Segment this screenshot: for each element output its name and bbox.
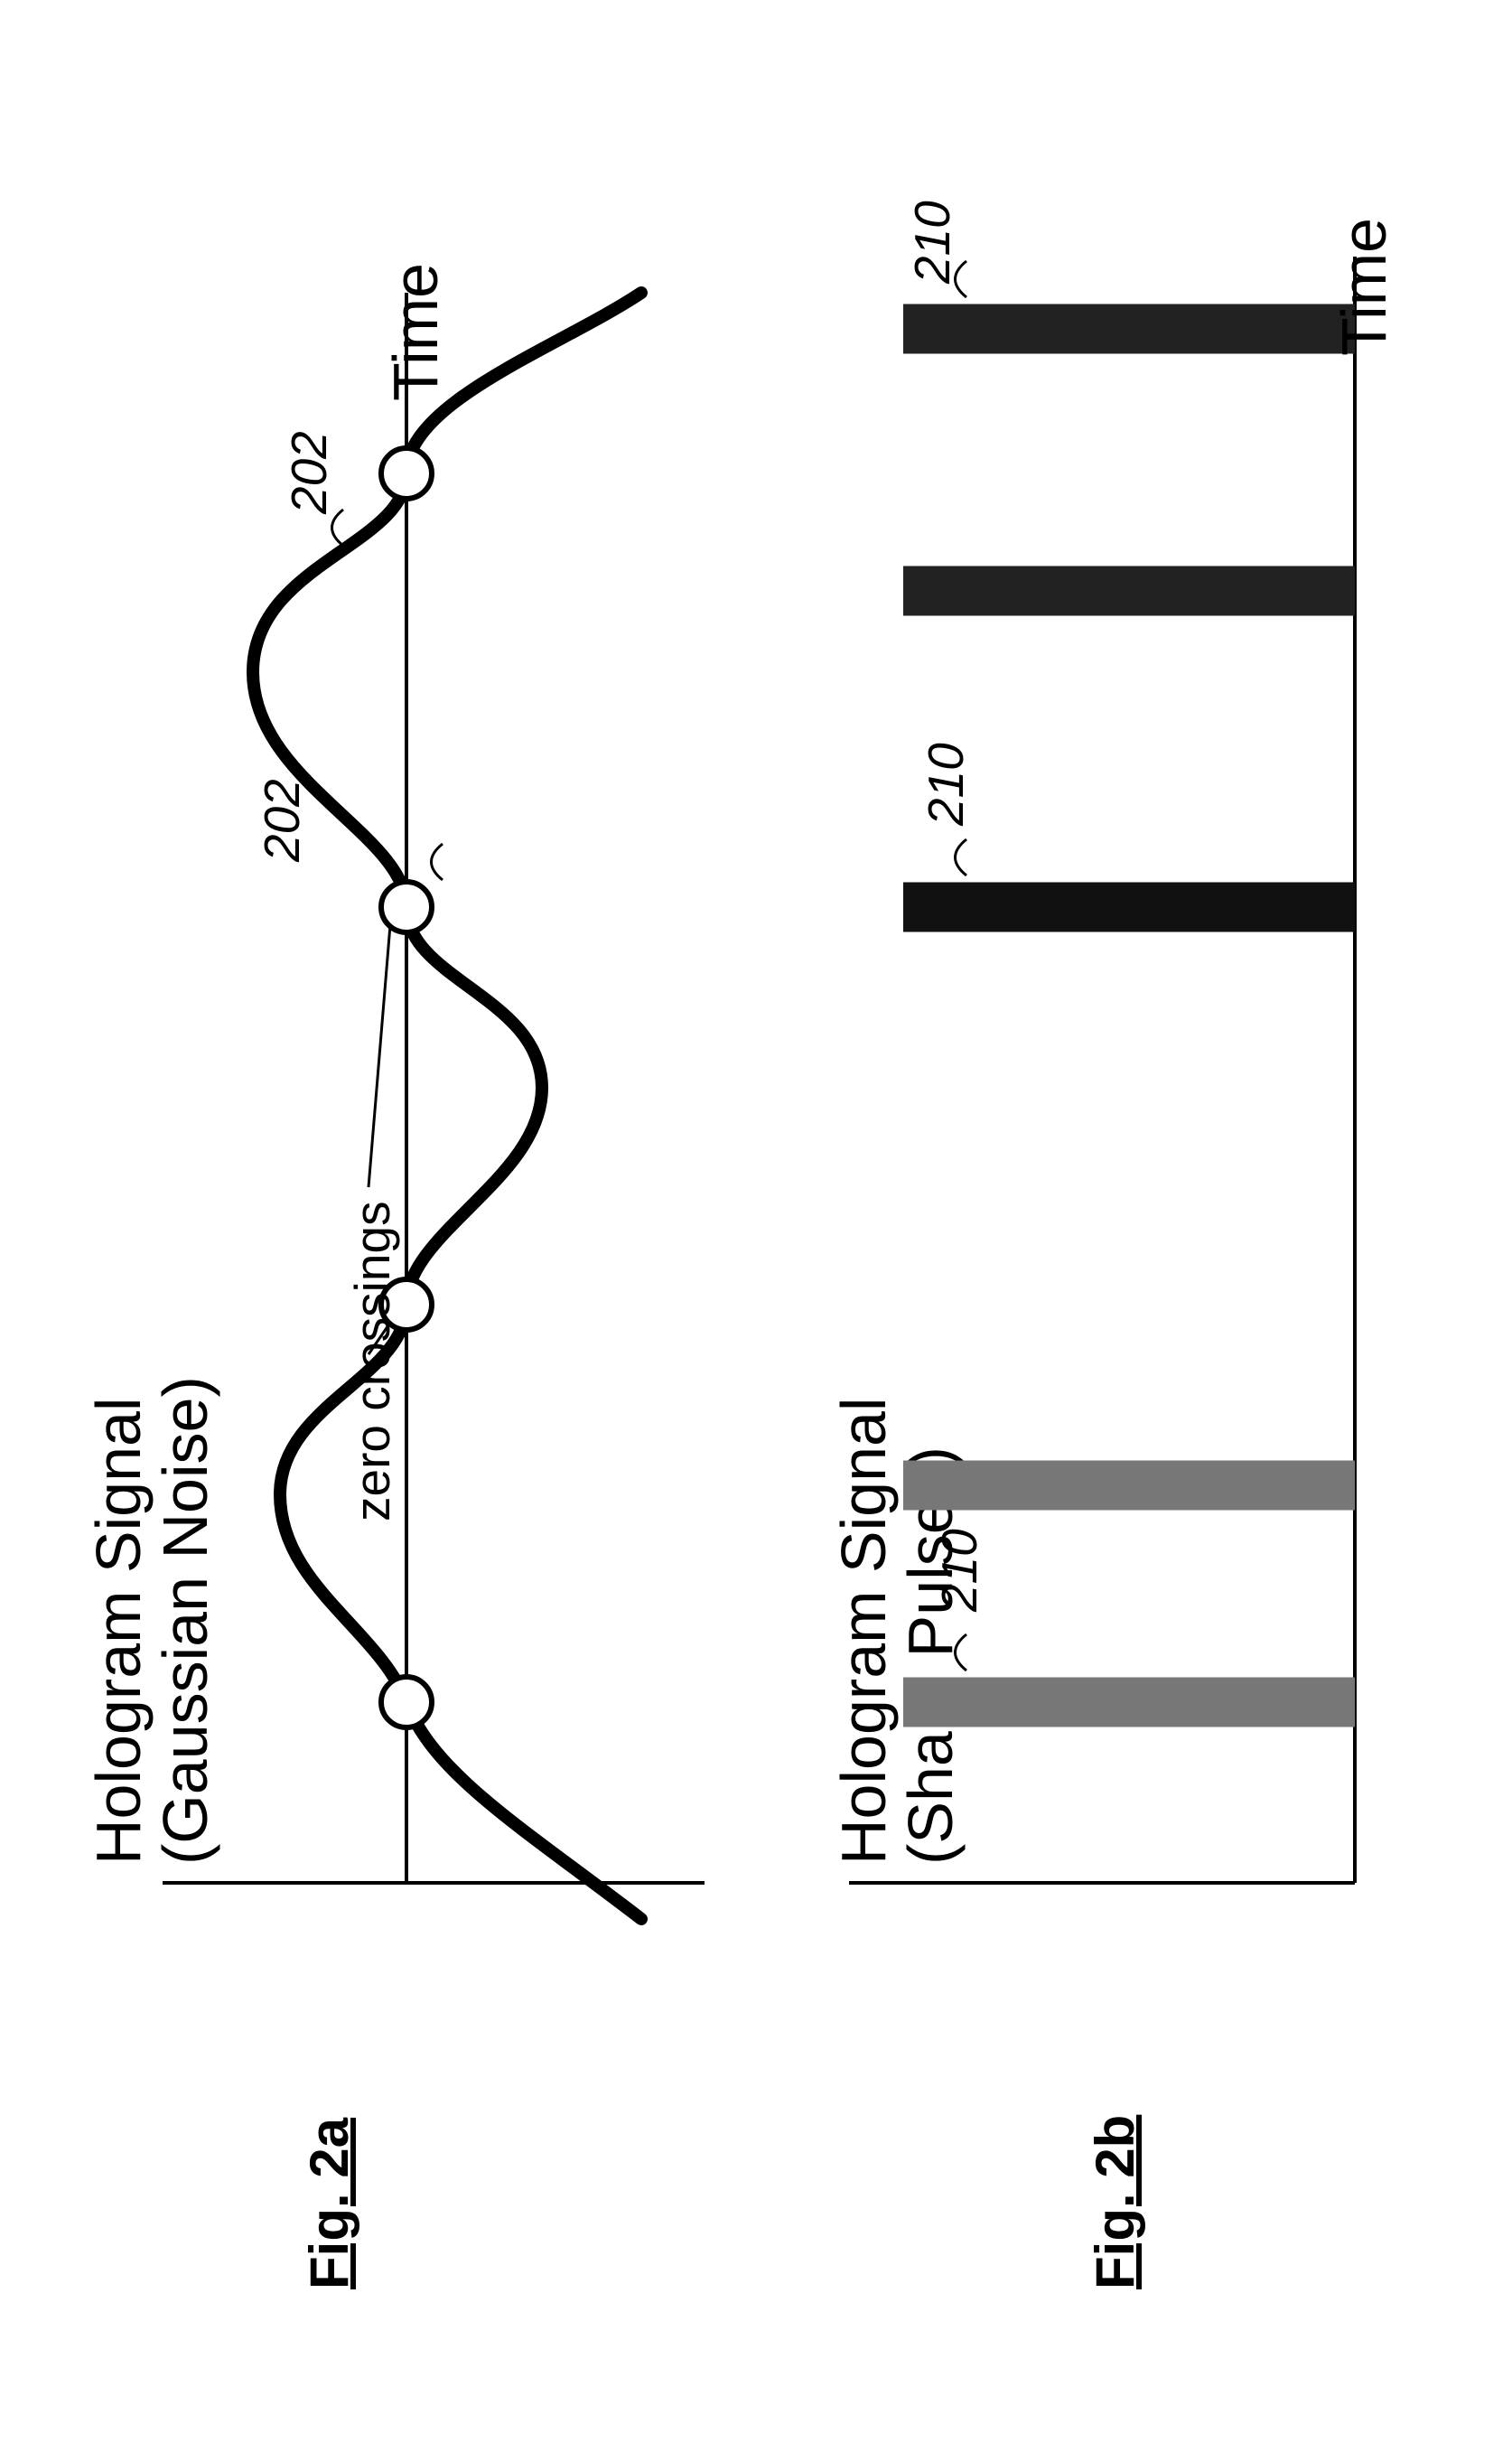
fig-2a-label: Fig. 2a (298, 2118, 360, 2289)
ref-202-b: 202 (280, 431, 338, 514)
ref-210-c: 210 (903, 201, 961, 284)
fig-2b-label: Fig. 2b (1084, 2115, 1146, 2289)
zero-crossings-label: zero crossings (343, 1201, 401, 1521)
ref-202-a: 202 (253, 779, 311, 862)
ref-210-a: 210 (930, 1529, 988, 1612)
fig-2a-chart (135, 239, 714, 1883)
ref-210-b: 210 (917, 743, 975, 826)
fig-2a-x-axis-label: Time (379, 263, 452, 401)
fig-2b-chart (849, 239, 1391, 1883)
page: Fig. 2a Hologram Signal (Gaussian Noise)… (0, 0, 1512, 2443)
fig-2b-x-axis-label: Time (1328, 218, 1400, 356)
rotated-stage: Fig. 2a Hologram Signal (Gaussian Noise)… (0, 0, 1512, 2443)
